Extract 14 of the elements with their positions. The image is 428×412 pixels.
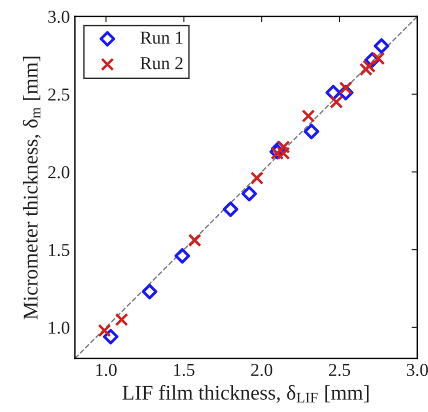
y-tick-label: 2.5 bbox=[48, 88, 70, 101]
x-axis-title: LIF film thickness, δ$_{LIF}$ [mm] bbox=[122, 384, 369, 403]
x-tick-label: 3.0 bbox=[406, 364, 428, 376]
x-tick-label: 1.5 bbox=[174, 364, 194, 376]
y-axis-title: Micrometer thickness, δ$_{m}$ [mm] bbox=[22, 56, 41, 320]
x-tick-label: 1.0 bbox=[96, 364, 117, 376]
x-tick-label: 2.5 bbox=[328, 364, 350, 376]
x-tick-label: 2.0 bbox=[251, 364, 272, 376]
legend-label: Run 2 bbox=[140, 57, 183, 70]
y-tick-label: 2.0 bbox=[48, 166, 70, 178]
y-tick-label: 3.0 bbox=[48, 10, 70, 23]
y-tick-label: 1.5 bbox=[49, 244, 70, 256]
y-tick-label: 1.0 bbox=[49, 322, 70, 334]
legend-label: Run 1 bbox=[140, 32, 182, 44]
